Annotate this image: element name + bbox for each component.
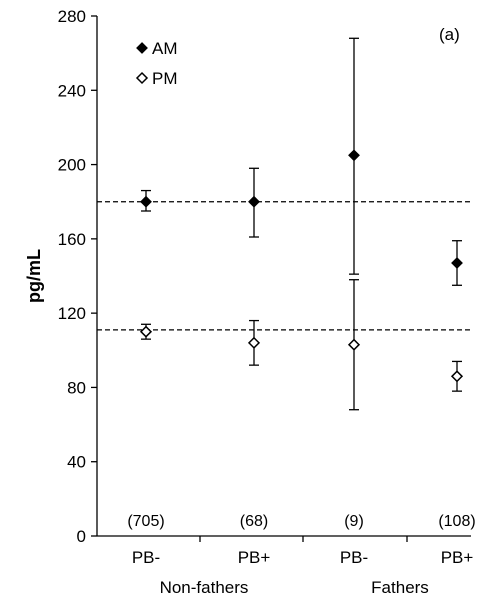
sample-size-label: (9) [344,513,364,530]
y-tick-label: 80 [67,378,86,397]
am-data-point [348,149,360,162]
sample-size-label: (108) [438,513,475,530]
sample-size-label: (68) [240,513,268,530]
pm-data-point [347,338,361,351]
axes: 0 40 80 120 160 200 240 280 PB- (705) PB+ (68) PB- (9… [58,7,476,567]
am-data-point [451,257,463,269]
legend-marker-pm [135,71,149,85]
panel-label: (a) [439,25,460,44]
y-tick-label: 160 [58,230,86,249]
y-axis-label: pg/mL [24,249,44,303]
labels: (a) pg/mL Non-fathers Fathers [24,25,460,597]
y-tick-label: 280 [58,7,86,26]
data-marks [139,37,464,411]
pm-data-point [247,336,261,349]
legend-label-pm: PM [152,69,178,88]
legend: AM PM [135,39,178,88]
am-data-point [248,195,260,208]
group-label-non-fathers: Non-fathers [160,578,249,597]
legend-marker-am [136,42,148,54]
x-category-label: PB+ [238,548,271,567]
x-category-label: PB+ [441,548,474,567]
y-tick-label: 40 [67,453,86,472]
pm-data-point [450,370,464,383]
sample-size-label: (705) [127,513,164,530]
pm-data-point [139,325,153,338]
y-tick-label: 240 [58,81,86,100]
am-data-point [140,195,152,208]
x-category-label: PB- [340,548,368,567]
y-tick-label: 200 [58,156,86,175]
x-category-label: PB- [132,548,160,567]
reference-lines [97,201,471,331]
y-tick-label: 120 [58,304,86,323]
legend-label-am: AM [152,39,178,58]
y-tick-label: 0 [77,527,86,546]
group-label-fathers: Fathers [371,578,429,597]
